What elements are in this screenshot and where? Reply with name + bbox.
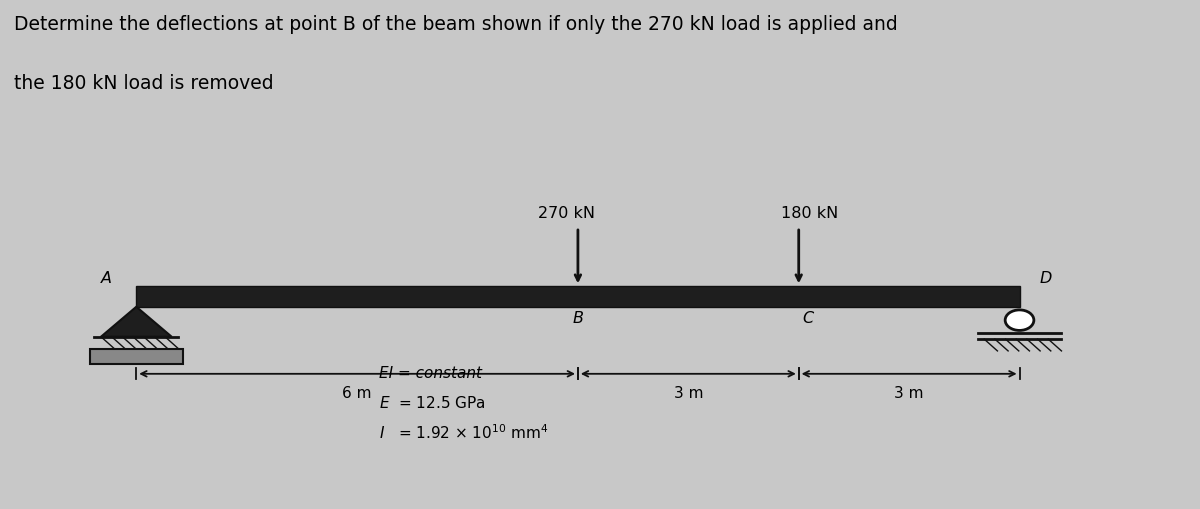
Polygon shape: [137, 286, 1020, 307]
Text: D: D: [1039, 271, 1051, 286]
Text: Determine the deflections at point B of the beam shown if only the 270 kN load i: Determine the deflections at point B of …: [14, 15, 898, 34]
Text: A: A: [101, 271, 112, 286]
Polygon shape: [90, 349, 182, 364]
Text: $E$  = 12.5 GPa: $E$ = 12.5 GPa: [379, 395, 486, 411]
Text: $I$   = 1.92 × 10$^{10}$ mm$^4$: $I$ = 1.92 × 10$^{10}$ mm$^4$: [379, 423, 548, 442]
Text: B: B: [572, 312, 583, 326]
Text: C: C: [802, 312, 814, 326]
Polygon shape: [101, 307, 172, 337]
Circle shape: [1006, 310, 1034, 330]
Text: 6 m: 6 m: [342, 386, 372, 401]
Text: 3 m: 3 m: [673, 386, 703, 401]
Text: 180 kN: 180 kN: [781, 206, 839, 221]
Text: EI = constant: EI = constant: [379, 365, 482, 381]
Text: 270 kN: 270 kN: [539, 206, 595, 221]
Text: 3 m: 3 m: [894, 386, 924, 401]
Text: the 180 kN load is removed: the 180 kN load is removed: [14, 74, 274, 93]
